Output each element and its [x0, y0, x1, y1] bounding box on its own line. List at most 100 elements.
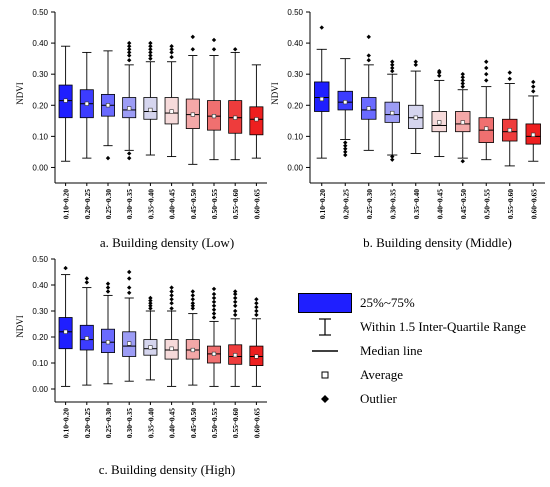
caption-high-density: c. Building density (High): [98, 462, 236, 477]
outlier-point: [254, 312, 259, 318]
outlier-point: [211, 286, 217, 292]
x-category-label: 0.60~0.65: [252, 189, 261, 219]
mean-marker: [390, 110, 395, 116]
mean-marker: [84, 101, 89, 106]
mean-marker: [148, 345, 153, 350]
x-category-label: 0.45~0.50: [189, 408, 198, 438]
outlier-point: [169, 289, 174, 294]
outlier-point: [148, 50, 153, 55]
outlier-point: [484, 59, 489, 64]
outlier-point: [233, 303, 238, 308]
outlier-point: [84, 276, 89, 281]
outlier-point: [190, 297, 195, 302]
box-0.40~0.45: [431, 68, 447, 158]
outlier-point: [127, 40, 132, 46]
mean-marker: [105, 103, 111, 108]
x-category-label: 0.20~0.25: [341, 189, 350, 219]
outlier-point: [343, 146, 348, 151]
outlier-point: [127, 290, 132, 295]
x-category-label: 0.35~0.40: [146, 189, 155, 219]
outlier-point: [343, 152, 348, 158]
outlier-point: [211, 37, 217, 43]
outlier-point: [169, 44, 174, 49]
median-line-icon: [298, 348, 352, 354]
x-category-label: 0.30~0.35: [125, 189, 134, 219]
x-category-label: 0.45~0.50: [189, 189, 198, 219]
box-0.40~0.45: [164, 285, 179, 387]
box-0.10~0.20: [58, 265, 73, 387]
outlier-point: [413, 59, 418, 64]
outlier-point: [211, 311, 217, 316]
outlier-point: [105, 285, 111, 290]
outlier-point: [127, 53, 132, 58]
y-tick-label: 0.30: [32, 70, 48, 79]
x-category-label: 0.30~0.35: [388, 189, 397, 219]
outlier-point: [507, 70, 512, 75]
legend-average-label: Average: [360, 367, 404, 382]
outlier-point: [190, 289, 195, 294]
outlier-point: [233, 289, 238, 294]
outlier-point: [127, 57, 132, 63]
outlier-point: [390, 65, 395, 71]
outlier-point: [366, 34, 371, 40]
x-category-label: 0.20~0.25: [83, 189, 92, 219]
box-0.25~0.30: [101, 281, 115, 385]
mean-marker: [84, 336, 89, 341]
mean-marker: [343, 100, 348, 105]
outlier-point: [190, 293, 195, 298]
outlier-point: [211, 47, 217, 52]
mean-marker: [63, 329, 68, 334]
outlier-point: [169, 306, 174, 311]
mean-marker: [319, 96, 324, 102]
box-0.45~0.50: [185, 289, 200, 386]
caption-low-density: a. Building density (Low): [99, 235, 235, 250]
outlier-point: [127, 50, 132, 55]
outlier-point: [105, 155, 111, 161]
y-tick-label: 0.10: [32, 359, 48, 368]
outlier-point: [437, 68, 442, 74]
outlier-point: [254, 297, 259, 302]
y-tick-label: 0.40: [287, 39, 303, 48]
outlier-point: [127, 269, 132, 275]
y-tick-label: 0.00: [287, 163, 303, 172]
box-plot-high-density: 0.00 0.10 0.20 0.30 0.40 0.50 NDVI 0.10~0.20 0.2…: [15, 255, 267, 438]
outlier-point: [105, 289, 111, 294]
y-tick-label: 0.50: [32, 255, 48, 264]
outlier-point: [211, 307, 217, 312]
x-category-label: 0.55~0.60: [231, 408, 240, 438]
outlier-point: [233, 312, 238, 318]
box-0.45~0.50: [455, 71, 471, 164]
x-category-label: 0.55~0.60: [506, 189, 515, 219]
outlier-point: [390, 154, 395, 159]
outlier-point: [233, 308, 238, 314]
legend-item-median: Median line: [298, 340, 422, 362]
outlier-point: [127, 151, 132, 156]
box-0.30~0.35: [384, 59, 400, 162]
box-0.40~0.45: [164, 44, 179, 158]
outlier-diamond-icon: [298, 394, 352, 404]
x-category-label: 0.25~0.30: [104, 408, 113, 438]
outlier-point: [366, 53, 371, 58]
outlier-point: [127, 285, 132, 290]
box-0.10~0.20: [314, 25, 330, 159]
x-category-label: 0.10~0.20: [318, 189, 327, 219]
x-category-label: 0.20~0.25: [83, 408, 92, 438]
y-tick-label: 0.20: [32, 101, 48, 110]
outlier-point: [460, 159, 465, 164]
x-category-label: 0.40~0.45: [435, 189, 444, 219]
x-category-label: 0.35~0.40: [412, 189, 421, 219]
legend: 25%~75% Within 1.5 Inter-Quartile Range …: [298, 292, 548, 412]
box-0.30~0.35: [122, 40, 137, 161]
mean-marker: [211, 114, 217, 119]
outlier-point: [233, 299, 238, 305]
legend-item-box: 25%~75%: [298, 292, 415, 314]
mean-marker: [63, 98, 68, 103]
outlier-point: [190, 306, 195, 311]
y-tick-label: 0.40: [32, 281, 48, 290]
mean-marker: [437, 120, 442, 125]
legend-whisker-label: Within 1.5 Inter-Quartile Range: [360, 319, 526, 334]
outlier-point: [127, 44, 132, 49]
outlier-point: [211, 295, 217, 301]
outlier-point: [390, 59, 395, 64]
